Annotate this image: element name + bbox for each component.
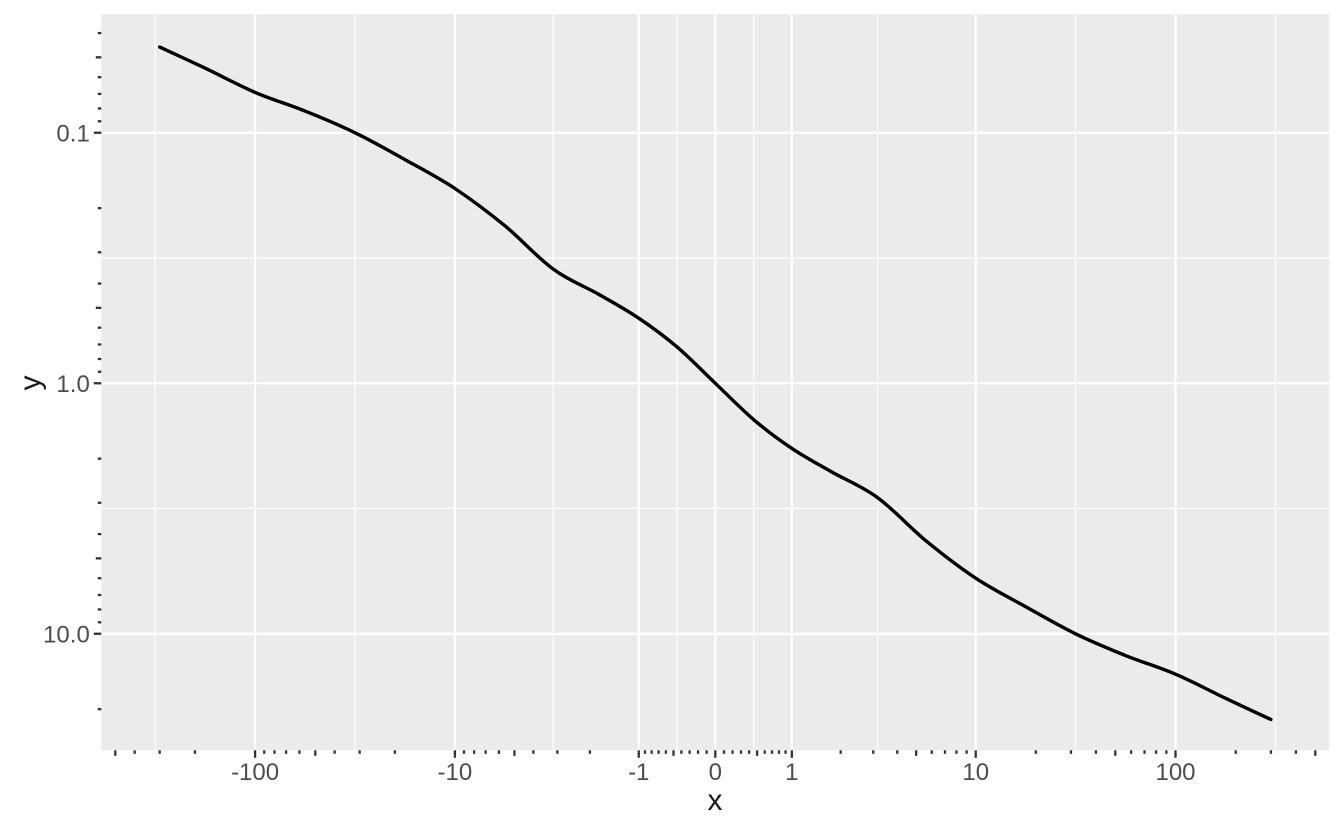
y-tick-label: 1.0 <box>56 371 89 398</box>
axis-ticks <box>93 31 1317 758</box>
y-tick-label: 0.1 <box>56 120 89 147</box>
x-tick-label: -10 <box>438 759 473 786</box>
x-tick-label: -1 <box>628 759 649 786</box>
x-tick-label: 1 <box>785 759 798 786</box>
curve-line <box>158 45 1273 722</box>
x-tick-label: 10 <box>962 759 989 786</box>
y-axis-title: y <box>14 376 47 391</box>
x-tick-label: -100 <box>231 759 279 786</box>
y-tick-label: 10.0 <box>43 621 90 648</box>
x-tick-label: 0 <box>709 759 722 786</box>
x-tick-label: 100 <box>1155 759 1195 786</box>
x-axis-title: x <box>708 784 723 817</box>
